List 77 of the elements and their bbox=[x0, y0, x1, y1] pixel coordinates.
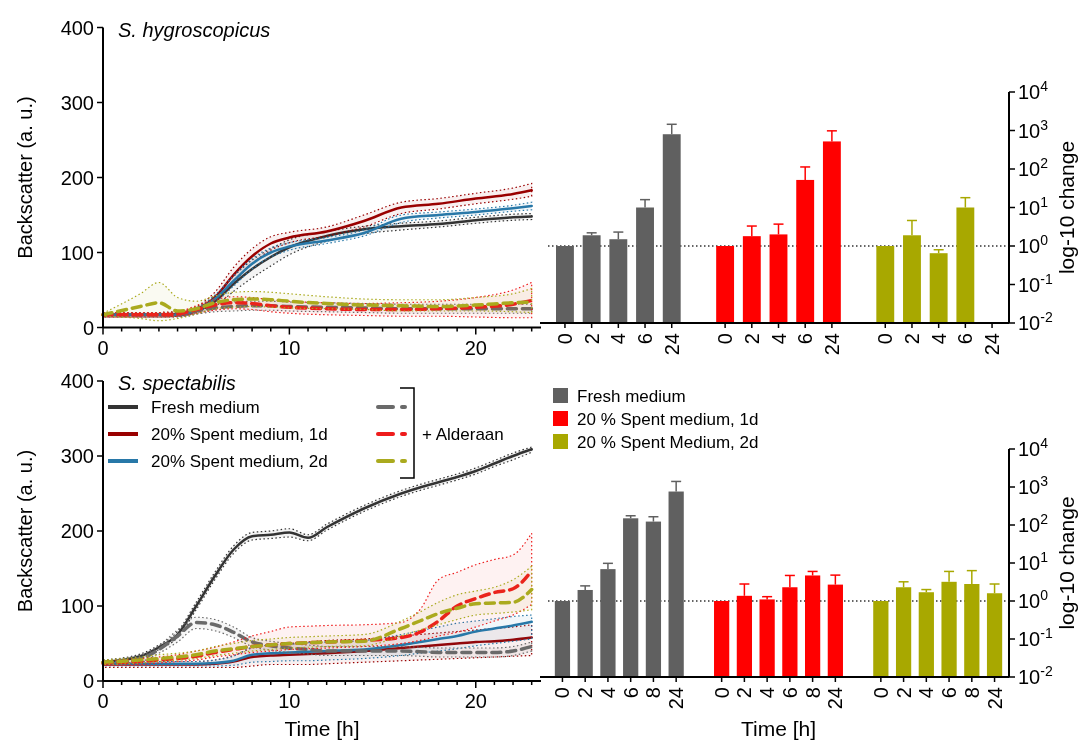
x-tick-label: 4 bbox=[767, 333, 790, 345]
y-tick-label: 10$^{-1}$ bbox=[1018, 625, 1053, 650]
x-tick-label: 6 bbox=[634, 333, 657, 345]
legend-label: Fresh medium bbox=[151, 398, 260, 417]
x-tick-label: 2 bbox=[580, 333, 603, 345]
y-tick-label: 100 bbox=[60, 595, 94, 617]
legend-label: 20% Spent medium, 1d bbox=[151, 425, 328, 444]
y-tick-label: 200 bbox=[60, 520, 94, 542]
x-tick-label: 6 bbox=[619, 687, 642, 699]
x-tick-label: 6 bbox=[794, 333, 817, 345]
x-tick-label: 4 bbox=[756, 687, 779, 699]
y-tick-label: 400 bbox=[60, 16, 94, 39]
y-tick-label: 10$^{4}$ bbox=[1018, 435, 1049, 460]
x-tick-label: 24 bbox=[981, 333, 1004, 356]
y-tick-label: 200 bbox=[60, 166, 94, 189]
y-tick-label: 10$^{0}$ bbox=[1018, 232, 1049, 257]
x-tick-label: 0 bbox=[97, 336, 109, 359]
x-tick-label: 2 bbox=[892, 687, 915, 699]
x-axis-title: Time [h] bbox=[284, 717, 360, 740]
annotation: + Alderaan bbox=[422, 425, 504, 444]
x-tick-label: 0 bbox=[714, 333, 737, 345]
x-tick-label: 2 bbox=[574, 687, 597, 699]
x-tick-label: 2 bbox=[900, 333, 923, 345]
y-axis-title: Backscatter (a. u.) bbox=[14, 96, 36, 259]
x-tick-label: 20 bbox=[464, 690, 487, 712]
y-tick-label: 10$^{2}$ bbox=[1018, 155, 1049, 180]
x-tick-label: 2 bbox=[733, 687, 756, 699]
x-tick-label: 4 bbox=[915, 687, 938, 699]
legend-label: 20 % Spent medium, 1d bbox=[577, 410, 759, 429]
x-tick-label: 4 bbox=[927, 333, 950, 345]
x-tick-label: 4 bbox=[607, 333, 630, 345]
x-tick-label: 8 bbox=[801, 687, 824, 699]
x-tick-label: 24 bbox=[820, 333, 843, 356]
legend-label: Fresh medium bbox=[577, 387, 686, 406]
chart-title: S. spectabilis bbox=[118, 372, 236, 394]
x-axis-title: Time [h] bbox=[740, 717, 817, 740]
y-tick-label: 100 bbox=[60, 241, 94, 264]
y-axis-title: Backscatter (a. u.) bbox=[14, 449, 36, 613]
y-tick-label: 10$^{-1}$ bbox=[1018, 270, 1053, 296]
y-tick-label: 10$^{-2}$ bbox=[1018, 309, 1053, 334]
y-tick-label: 300 bbox=[60, 445, 94, 467]
x-tick-label: 6 bbox=[778, 687, 801, 699]
x-tick-label: 24 bbox=[660, 333, 683, 356]
y-tick-label: 400 bbox=[60, 370, 94, 392]
y-tick-label: 10$^{4}$ bbox=[1018, 78, 1049, 103]
x-tick-label: 0 bbox=[874, 333, 897, 345]
x-tick-label: 10 bbox=[278, 690, 301, 712]
y-tick-label: 10$^{1}$ bbox=[1018, 193, 1049, 219]
y-tick-label: 10$^{-2}$ bbox=[1018, 663, 1053, 688]
legend-label: 20% Spent medium, 2d bbox=[151, 452, 328, 471]
y-tick-label: 10$^{3}$ bbox=[1018, 116, 1049, 142]
x-tick-label: 24 bbox=[665, 687, 688, 710]
x-tick-label: 0 bbox=[551, 687, 574, 699]
x-tick-label: 0 bbox=[869, 687, 892, 699]
y-tick-label: 10$^{0}$ bbox=[1018, 587, 1049, 612]
y-tick-label: 10$^{2}$ bbox=[1018, 511, 1049, 536]
y-axis-title: log-10 change bbox=[1055, 140, 1078, 275]
x-tick-label: 24 bbox=[824, 687, 847, 710]
chart-title: S. hygroscopicus bbox=[118, 18, 271, 41]
y-axis-title: log-10 change bbox=[1055, 496, 1078, 630]
legend-label: 20 % Spent Medium, 2d bbox=[577, 433, 759, 452]
line-series bbox=[101, 587, 534, 664]
x-tick-label: 8 bbox=[642, 687, 665, 699]
x-tick-label: 8 bbox=[960, 687, 983, 699]
x-tick-label: 20 bbox=[464, 336, 487, 359]
x-tick-label: 6 bbox=[954, 333, 977, 345]
x-tick-label: 4 bbox=[596, 687, 619, 699]
x-tick-label: 24 bbox=[983, 687, 1006, 710]
x-tick-label: 2 bbox=[740, 333, 763, 345]
x-tick-label: 6 bbox=[938, 687, 961, 699]
y-tick-label: 300 bbox=[60, 91, 94, 114]
y-tick-label: 10$^{3}$ bbox=[1018, 473, 1049, 498]
x-tick-label: 0 bbox=[710, 687, 733, 699]
x-tick-label: 0 bbox=[97, 690, 109, 712]
x-tick-label: 0 bbox=[553, 333, 576, 345]
y-tick-label: 10$^{1}$ bbox=[1018, 549, 1049, 574]
x-tick-label: 10 bbox=[278, 336, 301, 359]
